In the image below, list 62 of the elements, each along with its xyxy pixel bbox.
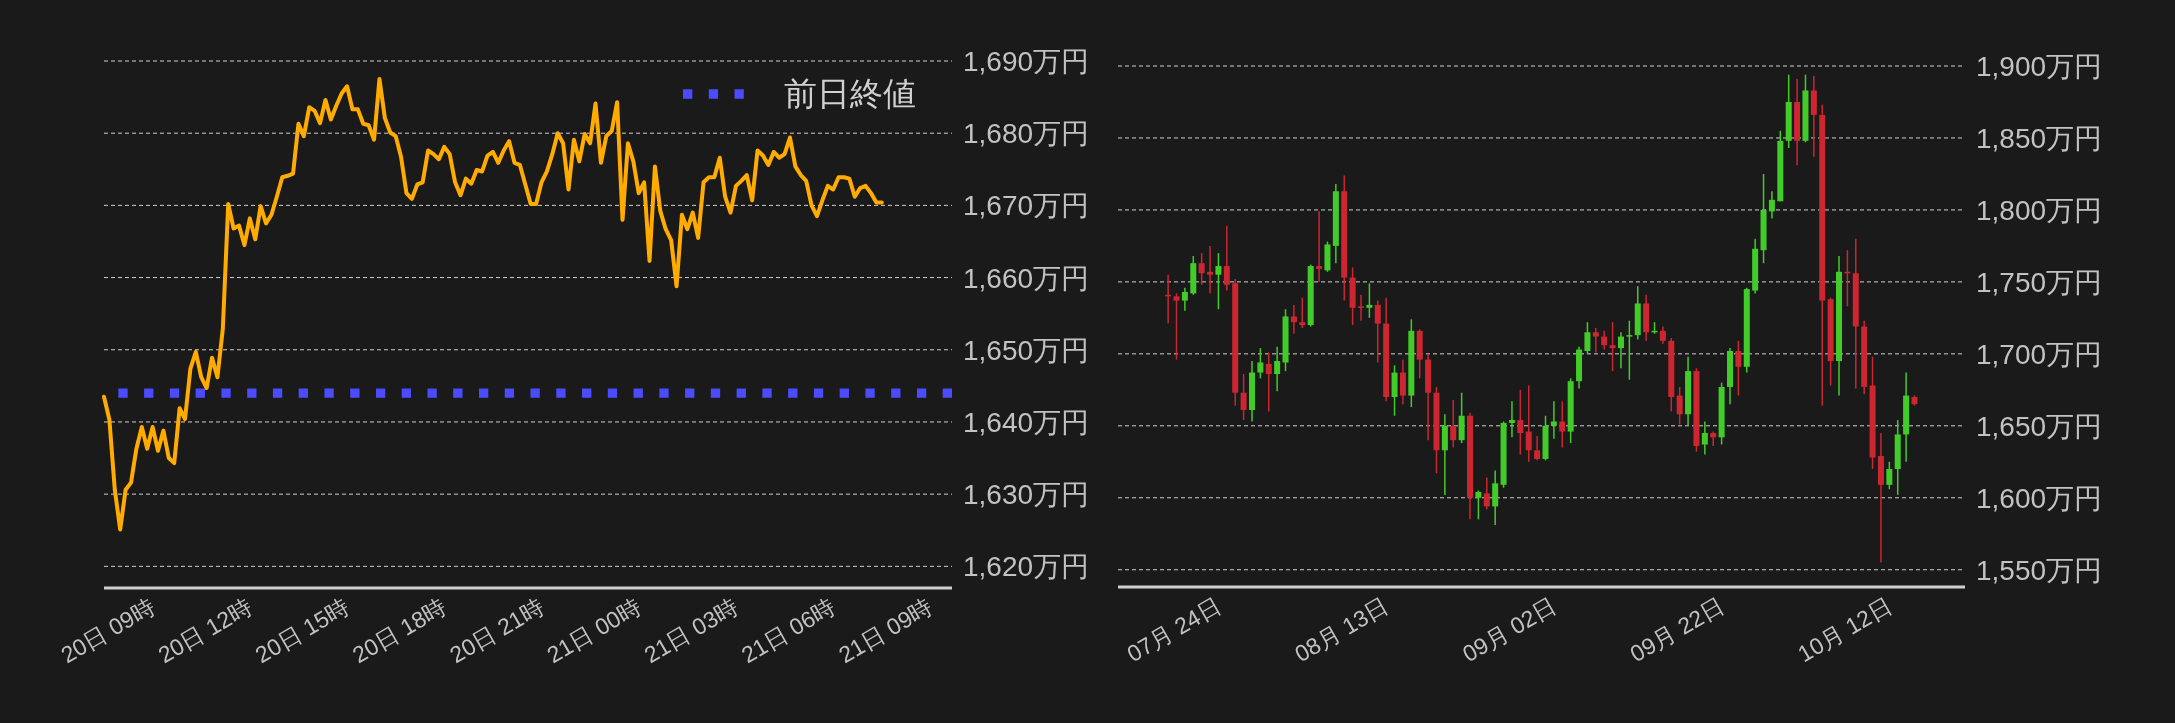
y-tick-label: 1,630万円 [963, 479, 1090, 511]
candlestick [1299, 296, 1306, 329]
candlestick [1601, 330, 1608, 351]
candlestick [1374, 299, 1381, 364]
y-tick-label: 1,900万円 [1976, 50, 2103, 82]
y-tick-label: 1,650万円 [1976, 410, 2103, 442]
candlestick [1559, 400, 1566, 449]
candlestick [1592, 327, 1599, 354]
candlestick [1626, 319, 1633, 381]
candlestick [1475, 489, 1482, 521]
candlestick [1534, 435, 1541, 462]
candlestick [1358, 294, 1365, 322]
candlestick [1265, 351, 1272, 413]
y-tick-label: 1,690万円 [963, 45, 1090, 77]
candlestick [1735, 340, 1742, 397]
candlestick [1584, 321, 1591, 355]
candlestick [1223, 225, 1230, 292]
line-series [102, 77, 884, 532]
y-tick-label: 1,700万円 [1976, 338, 2103, 370]
candlestick [1768, 190, 1775, 220]
x-tick-label: 08月 13日 [1290, 592, 1393, 668]
candlestick [1550, 400, 1557, 440]
candlestick [1181, 286, 1188, 312]
candlestick [1508, 400, 1515, 439]
legend-label: 前日終値 [784, 75, 916, 112]
y-tick-label: 1,660万円 [963, 262, 1090, 294]
candlestick [1274, 345, 1281, 393]
candlestick [1617, 331, 1624, 369]
candlestick [1710, 430, 1717, 447]
y-tick-label: 1,800万円 [1976, 194, 2103, 226]
candlestick [1198, 252, 1205, 286]
x-tick-label: 10月 12日 [1793, 592, 1897, 668]
candlestick [1399, 358, 1406, 405]
candlestick [1257, 347, 1264, 380]
candlestick [1517, 389, 1524, 456]
candlestick [1525, 384, 1532, 463]
candlestick [1609, 321, 1616, 372]
y-tick-label: 1,550万円 [1976, 554, 2103, 586]
y-tick-label: 1,650万円 [963, 334, 1090, 366]
candlestick [1207, 245, 1214, 295]
candlestick [1483, 476, 1490, 511]
candlestick [1316, 210, 1323, 283]
candlestick [1290, 304, 1297, 335]
candlestick [1215, 252, 1222, 310]
candlestick [1240, 373, 1247, 421]
y-tick-label: 1,750万円 [1976, 266, 2103, 298]
y-tick-label: 1,620万円 [963, 551, 1090, 583]
x-tick-label: 09月 22日 [1625, 592, 1729, 668]
candlestick [1450, 399, 1457, 449]
x-tick-label: 09月 02日 [1457, 592, 1561, 668]
candlestick [1701, 420, 1708, 456]
y-tick-label: 1,600万円 [1976, 482, 2103, 514]
x-tick-label: 07月 24日 [1122, 592, 1226, 668]
y-tick-label: 1,670万円 [963, 190, 1090, 222]
y-tick-label: 1,850万円 [1976, 122, 2103, 154]
candlestick [1492, 469, 1499, 526]
candlestick [1173, 292, 1180, 361]
candlestick [1366, 282, 1373, 319]
candlestick [1676, 386, 1683, 426]
y-tick-label: 1,640万円 [963, 406, 1090, 438]
y-tick-label: 1,680万円 [963, 118, 1090, 150]
candlestick [1886, 461, 1893, 490]
